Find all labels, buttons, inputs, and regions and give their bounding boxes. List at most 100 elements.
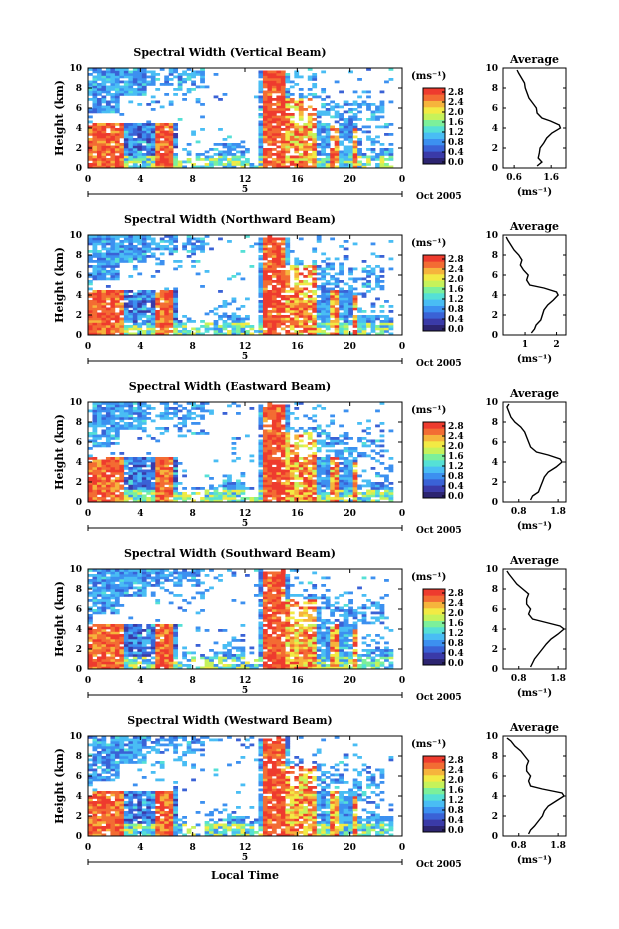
heatmap-cell <box>114 599 120 602</box>
heatmap-cell <box>289 123 295 126</box>
heatmap-cell <box>132 133 138 136</box>
heatmap-cell <box>128 576 134 580</box>
heatmap-cell <box>88 614 93 617</box>
heatmap-cell <box>227 492 232 495</box>
heatmap-cell <box>312 452 318 455</box>
heatmap-cell <box>267 297 273 301</box>
heatmap-cell <box>321 429 327 433</box>
heatmap-cell <box>132 148 138 151</box>
average-y-tick-label: 8 <box>492 251 498 261</box>
heatmap-cell <box>258 245 264 248</box>
heatmap-cell <box>105 255 111 258</box>
heatmap-cell <box>334 327 340 331</box>
heatmap-cell <box>334 492 340 495</box>
heatmap-cell <box>105 315 111 318</box>
heatmap-cell <box>213 153 219 156</box>
heatmap-cell <box>285 272 291 276</box>
heatmap-cell <box>96 646 102 650</box>
heatmap-cell <box>159 143 165 146</box>
heatmap-cell <box>88 631 93 635</box>
y-tick-label: 8 <box>76 251 82 261</box>
heatmap-cell <box>280 437 286 440</box>
heatmap-cell <box>285 285 291 288</box>
heatmap-cell <box>276 123 282 126</box>
heatmap-cell <box>280 407 286 410</box>
heatmap-cell <box>88 457 93 460</box>
heatmap-cell <box>168 83 174 86</box>
heatmap-cell <box>119 155 125 159</box>
heatmap-cell <box>267 407 273 410</box>
heatmap-cell <box>258 242 264 246</box>
heatmap-cell <box>101 317 107 321</box>
heatmap-cell <box>366 282 371 286</box>
heatmap-cell <box>366 439 371 443</box>
heatmap-cell <box>88 143 93 146</box>
heatmap-cell <box>312 315 318 318</box>
heatmap-cell <box>182 414 187 418</box>
heatmap-cell <box>114 90 120 94</box>
heatmap-cell <box>110 661 116 665</box>
heatmap-cell <box>88 616 93 620</box>
heatmap-cell <box>137 305 143 308</box>
heatmap-cell <box>343 467 349 470</box>
heatmap-cell <box>150 310 156 313</box>
heatmap-cell <box>280 88 286 91</box>
heatmap-cell <box>123 75 129 79</box>
heatmap-cell <box>271 115 277 119</box>
heatmap-cell <box>110 591 116 595</box>
heatmap-cell <box>105 437 111 440</box>
heatmap-cell <box>267 432 273 435</box>
heatmap-cell <box>276 479 282 483</box>
heatmap-cell <box>164 629 170 632</box>
heatmap-cell <box>303 300 309 303</box>
heatmap-cell <box>173 327 179 331</box>
heatmap-cell <box>182 424 187 428</box>
heatmap-cell <box>289 135 295 139</box>
heatmap-cell <box>231 163 237 166</box>
heatmap-cell <box>280 153 286 156</box>
heatmap-cell <box>119 407 125 410</box>
heatmap-cell <box>303 128 309 131</box>
heatmap-cell <box>388 158 394 161</box>
heatmap-cell <box>114 73 120 76</box>
heatmap-cell <box>227 322 232 326</box>
heatmap-cell <box>155 601 161 605</box>
heatmap-cell <box>298 482 304 485</box>
heatmap-cell <box>159 327 165 331</box>
heatmap-cell <box>105 138 111 141</box>
heatmap-cell <box>339 332 344 336</box>
heatmap-cell <box>307 295 313 298</box>
heatmap-cell <box>191 245 196 248</box>
heatmap-cell <box>280 452 286 455</box>
heatmap-cell <box>155 599 161 602</box>
heatmap-cell <box>325 449 331 453</box>
heatmap-cell <box>137 252 143 256</box>
heatmap-cell <box>119 404 125 408</box>
heatmap-cell <box>249 165 255 169</box>
heatmap-cell <box>231 300 237 303</box>
heatmap-cell <box>96 624 102 627</box>
heatmap-cell <box>137 459 143 463</box>
heatmap-cell <box>258 310 264 313</box>
heatmap-cell <box>352 459 358 463</box>
heatmap-cell <box>289 449 295 453</box>
heatmap-cell <box>321 98 327 101</box>
heatmap-cell <box>119 145 125 149</box>
heatmap-cell <box>321 479 327 483</box>
heatmap-cell <box>123 666 129 670</box>
heatmap-cell <box>271 322 277 326</box>
heatmap-cell <box>110 497 116 500</box>
heatmap-cell <box>307 472 313 475</box>
heatmap-cell <box>222 482 228 485</box>
heatmap-cell <box>285 302 291 306</box>
heatmap-cell <box>343 434 349 438</box>
heatmap-cell <box>155 664 161 667</box>
heatmap-cell <box>348 133 353 136</box>
heatmap-cell <box>132 569 138 572</box>
heatmap-cell <box>375 155 380 159</box>
heatmap-cell <box>330 442 336 445</box>
heatmap-cell <box>88 654 93 657</box>
heatmap-cell <box>294 140 300 144</box>
heatmap-cell <box>146 497 152 500</box>
heatmap-cell <box>101 267 107 271</box>
